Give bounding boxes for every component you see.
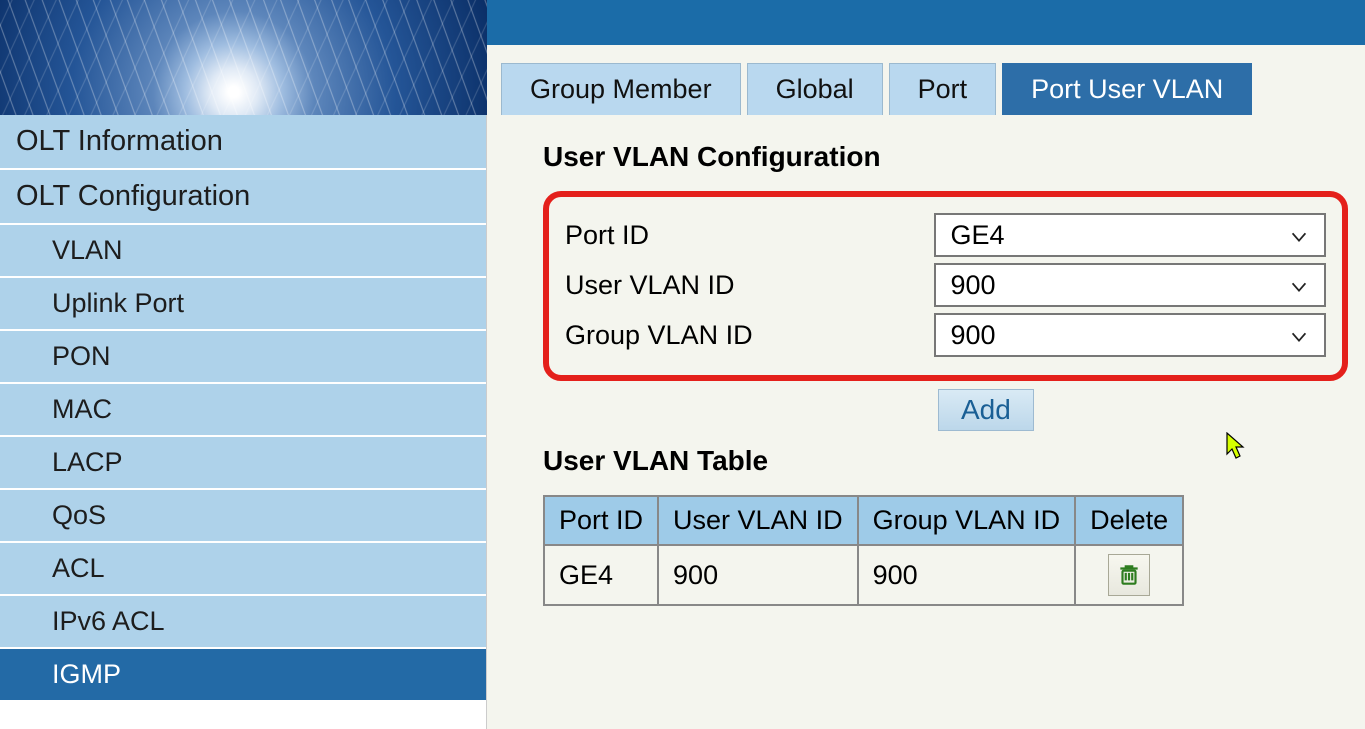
chevron-down-icon [1288,224,1310,246]
table-heading: User VLAN Table [543,445,1348,477]
cell-group-vlan-id: 900 [858,545,1076,605]
sidebar-section-olt-information[interactable]: OLT Information [0,115,486,170]
sidebar-item-vlan[interactable]: VLAN [0,225,486,278]
sidebar-item-mac[interactable]: MAC [0,384,486,437]
sidebar-item-lacp[interactable]: LACP [0,437,486,490]
delete-button[interactable] [1108,554,1150,596]
chevron-down-icon [1288,324,1310,346]
col-user-vlan-id: User VLAN ID [658,496,858,545]
content-area: Group Member Global Port Port User VLAN … [487,0,1365,729]
tab-global[interactable]: Global [747,63,883,115]
select-port-id-value: GE4 [950,220,1004,251]
chevron-down-icon [1288,274,1310,296]
config-heading: User VLAN Configuration [543,141,1348,173]
label-group-vlan-id: Group VLAN ID [565,320,934,351]
banner-image [0,0,487,115]
sidebar-item-qos[interactable]: QoS [0,490,486,543]
sidebar-item-igmp[interactable]: IGMP [0,649,486,702]
sidebar-item-acl[interactable]: ACL [0,543,486,596]
tab-port-user-vlan[interactable]: Port User VLAN [1002,63,1252,115]
col-port-id: Port ID [544,496,658,545]
add-button[interactable]: Add [938,389,1034,431]
table-header-row: Port ID User VLAN ID Group VLAN ID Delet… [544,496,1183,545]
label-port-id: Port ID [565,220,934,251]
sidebar-section-olt-configuration[interactable]: OLT Configuration [0,170,486,225]
col-group-vlan-id: Group VLAN ID [858,496,1076,545]
tab-group-member[interactable]: Group Member [501,63,741,115]
config-highlight-box: Port ID GE4 User VLAN ID 900 [543,191,1348,381]
sidebar-item-pon[interactable]: PON [0,331,486,384]
topbar [487,0,1365,45]
user-vlan-table: Port ID User VLAN ID Group VLAN ID Delet… [543,495,1184,606]
select-port-id[interactable]: GE4 [934,213,1326,257]
sidebar-item-ipv6-acl[interactable]: IPv6 ACL [0,596,486,649]
label-user-vlan-id: User VLAN ID [565,270,934,301]
tab-port[interactable]: Port [889,63,997,115]
cell-port-id: GE4 [544,545,658,605]
select-user-vlan-id-value: 900 [950,270,995,301]
select-user-vlan-id[interactable]: 900 [934,263,1326,307]
tab-bar: Group Member Global Port Port User VLAN [487,45,1365,115]
table-row: GE4 900 900 [544,545,1183,605]
col-delete: Delete [1075,496,1183,545]
select-group-vlan-id[interactable]: 900 [934,313,1326,357]
trash-icon [1116,562,1142,588]
sidebar-item-uplink-port[interactable]: Uplink Port [0,278,486,331]
sidebar: OLT Information OLT Configuration VLAN U… [0,0,487,729]
cell-user-vlan-id: 900 [658,545,858,605]
select-group-vlan-id-value: 900 [950,320,995,351]
